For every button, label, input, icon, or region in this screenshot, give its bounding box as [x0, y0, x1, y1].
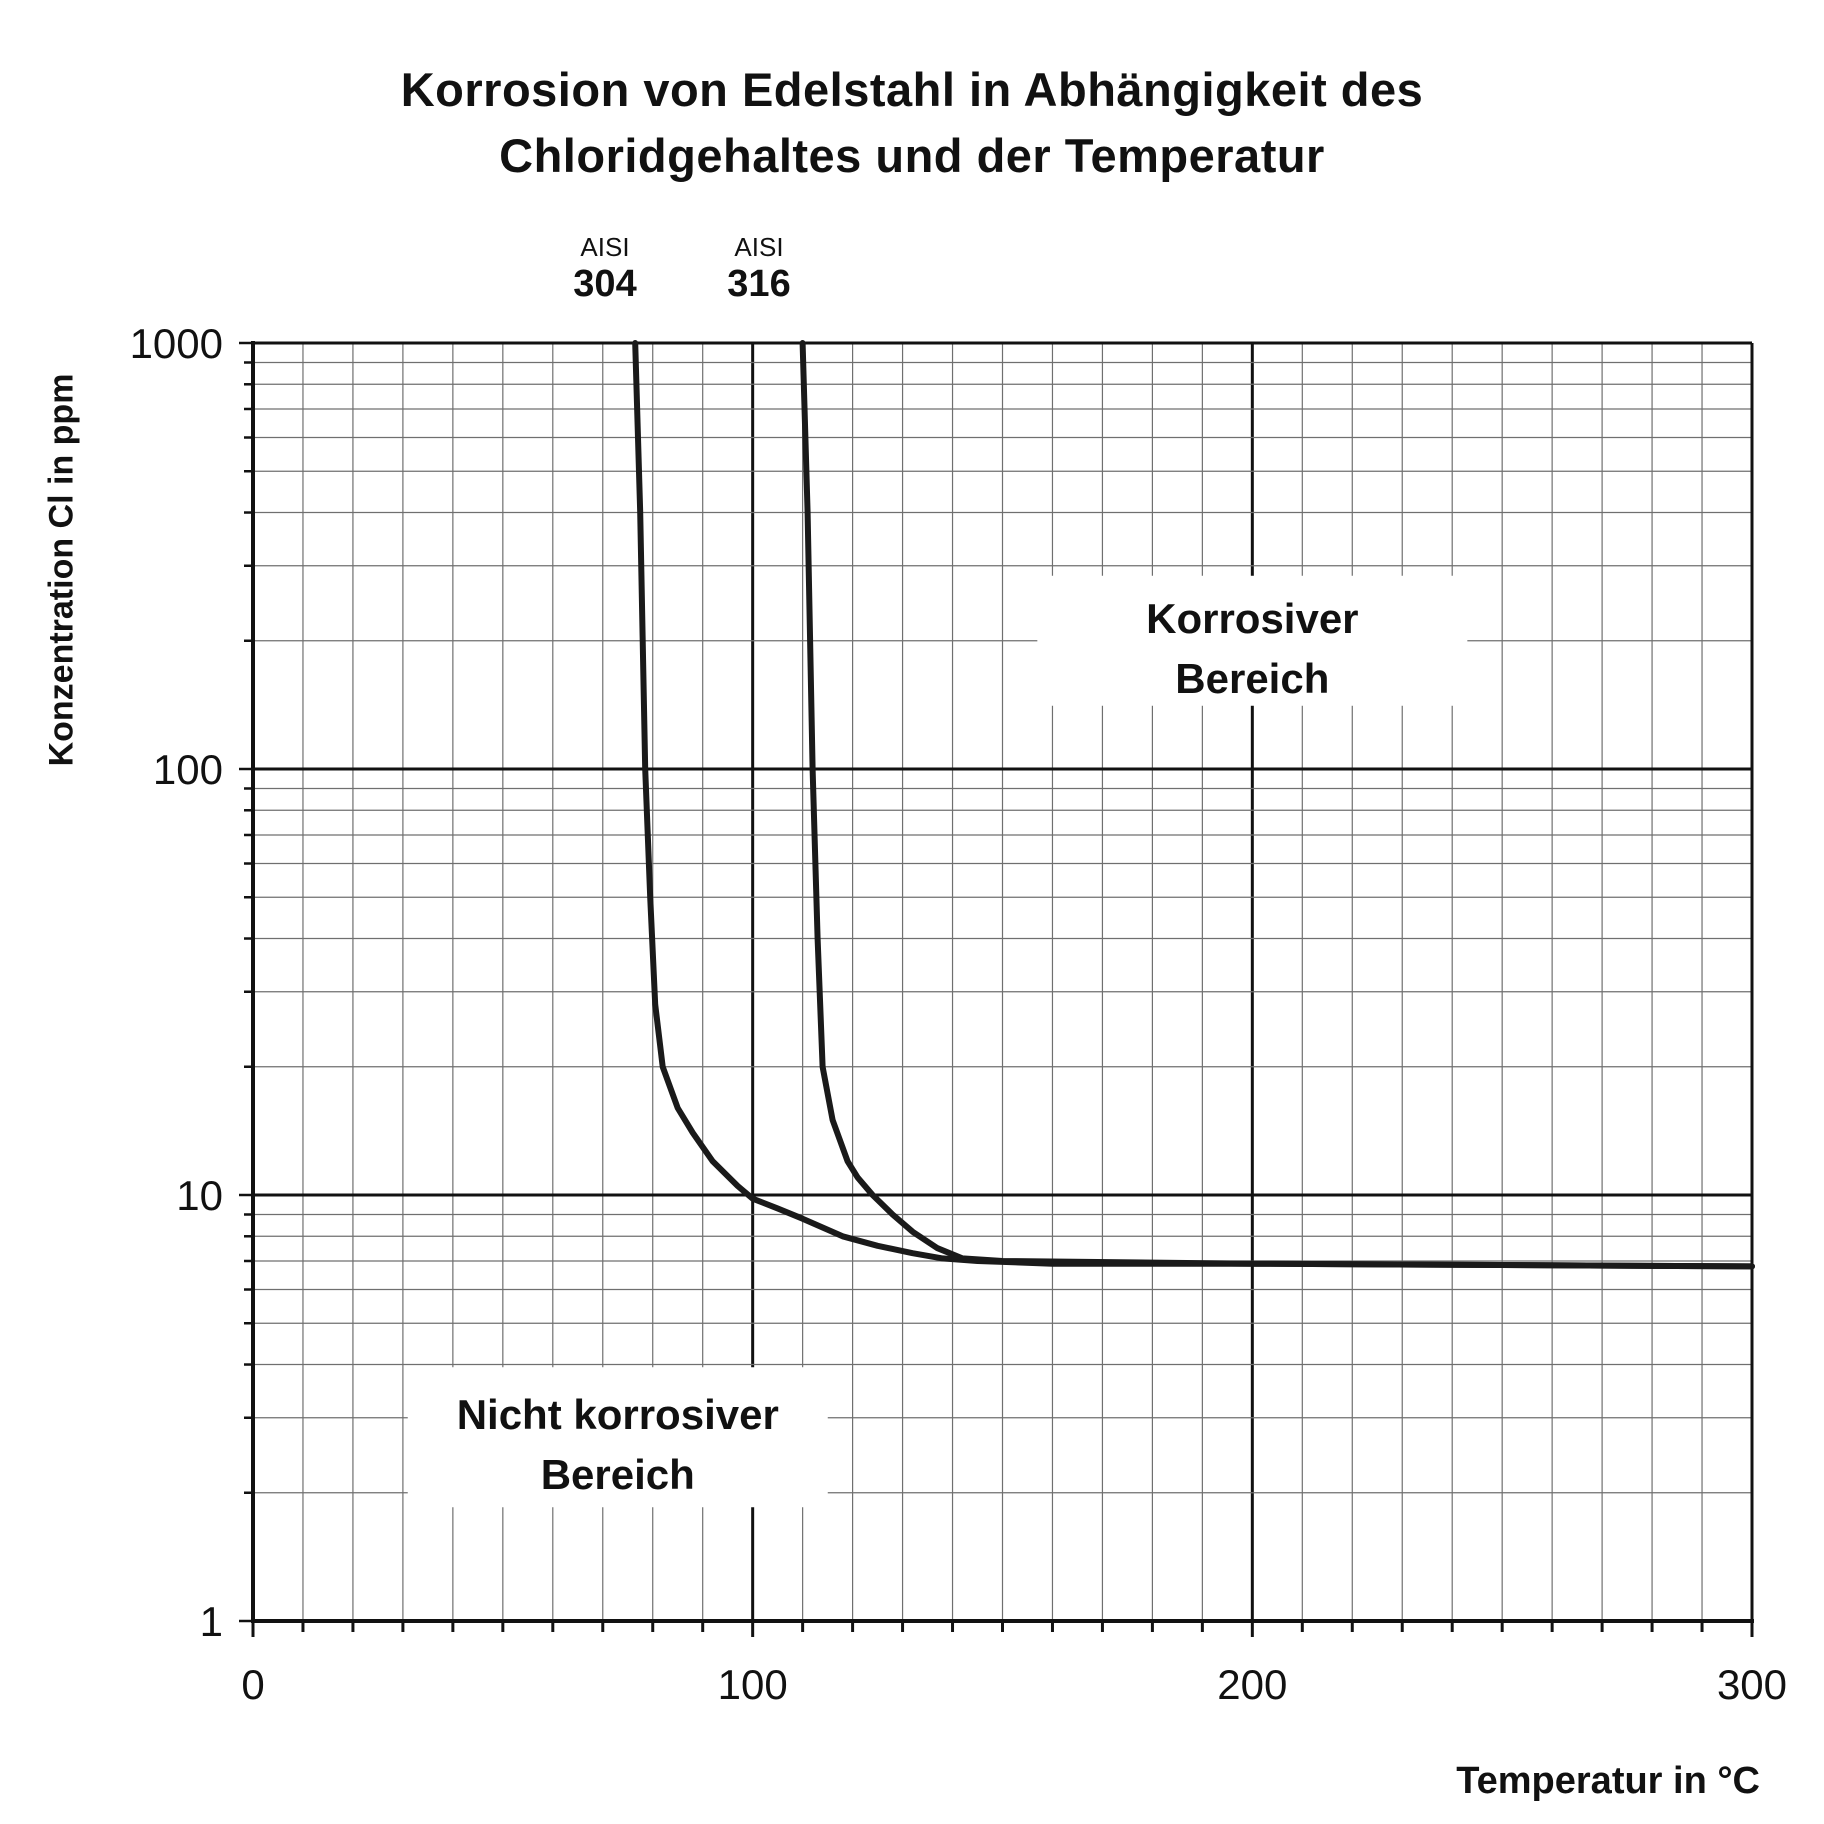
series-name-304: 304 [573, 263, 637, 305]
tick-labels: 0 100 200 300 1 10 100 1000 [130, 320, 1787, 1708]
annotation-background [1037, 575, 1468, 706]
x-tick-label: 0 [241, 1661, 264, 1708]
series-prefix-316: AISI [734, 232, 784, 262]
series-name-316: 316 [727, 263, 791, 305]
x-axis-label: Temperatur in °C [1456, 1760, 1760, 1802]
series-line-316 [799, 340, 1755, 1270]
chart-title-line-1: Korrosion von Edelstahl in Abhängigkeit … [400, 63, 1424, 116]
x-tick-label: 200 [1217, 1661, 1287, 1708]
series-lines [632, 340, 1755, 1270]
region-annotations: Korrosiver Bereich Nicht korrosiver Bereich [457, 595, 1359, 1498]
grid-lines [253, 343, 1752, 1621]
series-label-304: AISI 304 [555, 232, 655, 306]
korrosiver-region-label-line-1: Korrosiver [1146, 595, 1358, 642]
x-tick-label: 300 [1717, 1661, 1787, 1708]
nicht-korrosiver-region-label-line-2: Bereich [541, 1451, 695, 1498]
korrosiver-region-label-line-2: Bereich [1175, 655, 1329, 702]
x-tick-label: 100 [718, 1661, 788, 1708]
y-tick-label: 1 [200, 1598, 223, 1645]
annotation-backgrounds [407, 575, 1468, 1508]
axes [239, 341, 1754, 1637]
chart-title-line-2: Chloridgehaltes und der Temperatur [499, 129, 1325, 182]
series-label-316: AISI 316 [709, 232, 809, 306]
y-tick-label: 10 [176, 1172, 223, 1219]
annotation-background [407, 1367, 828, 1508]
nicht-korrosiver-region-label-line-1: Nicht korrosiver [457, 1391, 779, 1438]
y-tick-label: 100 [153, 746, 223, 793]
y-tick-label: 1000 [130, 320, 223, 367]
series-prefix-304: AISI [580, 232, 630, 262]
